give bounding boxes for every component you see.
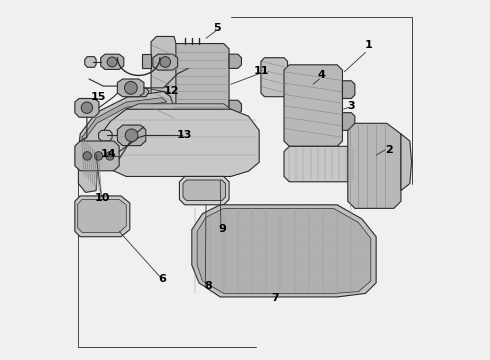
Polygon shape — [118, 125, 146, 145]
Polygon shape — [171, 44, 229, 125]
Polygon shape — [128, 88, 149, 97]
Polygon shape — [192, 205, 376, 297]
Text: 14: 14 — [101, 149, 116, 159]
Circle shape — [95, 152, 103, 160]
Polygon shape — [284, 65, 343, 146]
Text: 4: 4 — [317, 71, 325, 80]
Polygon shape — [101, 54, 124, 69]
Text: 6: 6 — [158, 274, 166, 284]
Text: 1: 1 — [365, 40, 373, 50]
Text: 2: 2 — [385, 145, 392, 155]
Polygon shape — [284, 146, 366, 182]
Text: 13: 13 — [177, 130, 193, 140]
Circle shape — [81, 102, 93, 113]
Text: 5: 5 — [213, 23, 220, 33]
Polygon shape — [78, 199, 126, 233]
Circle shape — [124, 81, 137, 94]
Polygon shape — [98, 130, 112, 141]
Polygon shape — [75, 141, 119, 171]
Polygon shape — [348, 123, 401, 208]
Text: 10: 10 — [95, 193, 110, 203]
Circle shape — [160, 57, 171, 67]
Polygon shape — [153, 54, 178, 70]
Polygon shape — [75, 99, 99, 117]
Polygon shape — [343, 81, 355, 99]
Polygon shape — [78, 91, 174, 192]
Polygon shape — [229, 100, 242, 114]
Polygon shape — [401, 134, 412, 191]
Circle shape — [83, 152, 92, 160]
Polygon shape — [151, 36, 176, 129]
Polygon shape — [101, 109, 259, 176]
Circle shape — [106, 152, 114, 160]
Text: 12: 12 — [164, 86, 179, 96]
Text: 15: 15 — [90, 92, 105, 102]
Circle shape — [125, 129, 138, 142]
Polygon shape — [82, 98, 167, 140]
Polygon shape — [197, 208, 371, 293]
Polygon shape — [118, 79, 144, 97]
Text: 7: 7 — [271, 293, 279, 303]
Text: 3: 3 — [347, 100, 355, 111]
Polygon shape — [343, 113, 355, 130]
Text: 9: 9 — [218, 224, 226, 234]
Text: 11: 11 — [253, 66, 269, 76]
Polygon shape — [229, 54, 242, 68]
Polygon shape — [179, 176, 229, 205]
Circle shape — [107, 57, 117, 67]
Text: 8: 8 — [204, 281, 212, 291]
Polygon shape — [142, 54, 151, 68]
Polygon shape — [183, 180, 225, 201]
Polygon shape — [75, 196, 130, 237]
Polygon shape — [261, 58, 288, 97]
Polygon shape — [126, 104, 231, 109]
Polygon shape — [85, 57, 96, 67]
